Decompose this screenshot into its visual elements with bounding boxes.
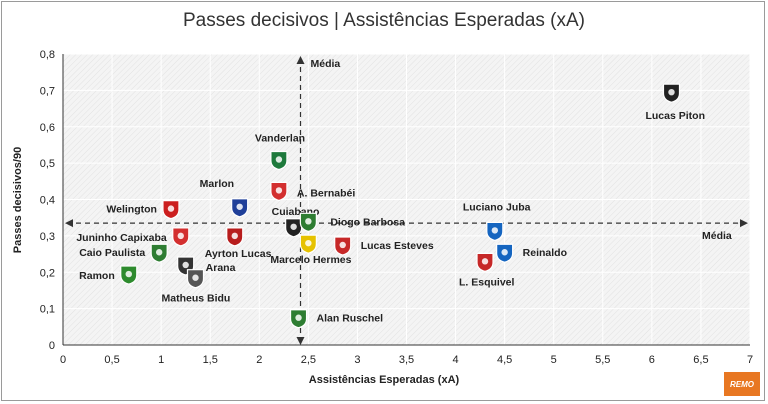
x-tick-label: 1 bbox=[158, 354, 164, 366]
data-point bbox=[491, 227, 499, 234]
x-tick-label: 5,5 bbox=[595, 354, 610, 366]
point-badge bbox=[172, 227, 190, 247]
x-tick-label: 6 bbox=[649, 354, 655, 366]
point-label: Lucas Esteves bbox=[361, 240, 434, 252]
data-point bbox=[167, 205, 175, 212]
point-label: Lucas Piton bbox=[645, 110, 705, 122]
point-label: Arana bbox=[206, 262, 236, 274]
point-badge bbox=[496, 243, 514, 263]
point-badge bbox=[289, 309, 308, 329]
y-tick-label: 0,4 bbox=[40, 195, 55, 207]
point-label: A. Bernabéi bbox=[297, 187, 355, 199]
brand-logo: REMO bbox=[724, 372, 760, 396]
y-tick-label: 0,7 bbox=[40, 85, 55, 97]
point-badge bbox=[334, 236, 352, 256]
data-point bbox=[231, 232, 238, 240]
point-label: Vanderlan bbox=[255, 132, 305, 144]
point-label: Reinaldo bbox=[523, 247, 567, 259]
data-point bbox=[182, 261, 189, 269]
point-badge bbox=[299, 212, 317, 232]
x-tick-label: 2 bbox=[256, 354, 262, 366]
point-badge bbox=[486, 221, 504, 242]
mean-arrow-up bbox=[296, 56, 305, 64]
data-point bbox=[275, 156, 283, 163]
point-label: Ayrton Lucas bbox=[205, 248, 272, 260]
point-label: Welington bbox=[106, 204, 157, 216]
mean-label-horizontal: Média bbox=[702, 230, 732, 242]
point-badge bbox=[270, 150, 288, 171]
x-tick-label: 1,5 bbox=[203, 354, 218, 366]
point-label: Juninho Capixaba bbox=[76, 232, 167, 244]
data-point bbox=[290, 223, 297, 230]
point-badge bbox=[662, 83, 681, 103]
x-tick-label: 4 bbox=[453, 354, 459, 366]
x-tick-label: 7 bbox=[747, 354, 753, 366]
point-badge bbox=[231, 198, 249, 218]
point-badge bbox=[120, 265, 138, 285]
data-point bbox=[192, 274, 199, 281]
x-tick-label: 3 bbox=[354, 354, 360, 366]
point-label: Alan Ruschel bbox=[317, 313, 384, 325]
data-point bbox=[668, 88, 675, 96]
x-tick-label: 6,5 bbox=[693, 354, 708, 366]
data-point bbox=[155, 249, 163, 256]
x-tick-label: 5 bbox=[551, 354, 557, 366]
point-badge bbox=[162, 199, 180, 220]
x-tick-label: 0,5 bbox=[104, 354, 119, 366]
point-badge bbox=[186, 269, 205, 289]
point-badge bbox=[476, 252, 494, 272]
chart-title: Passes decisivos | Assistências Esperada… bbox=[183, 10, 585, 31]
data-point bbox=[125, 270, 132, 278]
y-tick-label: 0,1 bbox=[40, 304, 55, 316]
y-tick-label: 0 bbox=[49, 340, 55, 352]
y-tick-label: 0,2 bbox=[40, 267, 55, 279]
y-tick-label: 0,3 bbox=[40, 231, 55, 243]
point-badge bbox=[299, 234, 317, 254]
data-point bbox=[481, 258, 489, 265]
data-point bbox=[501, 249, 508, 256]
x-axis-label: Assistências Esperadas (xA) bbox=[308, 374, 460, 386]
point-badge bbox=[270, 181, 288, 202]
y-tick-label: 0,8 bbox=[40, 49, 55, 61]
data-point bbox=[305, 239, 312, 247]
y-tick-label: 0,5 bbox=[40, 158, 55, 170]
x-tick-label: 4,5 bbox=[497, 354, 512, 366]
point-label: Marlon bbox=[200, 178, 234, 190]
x-tick-label: 2,5 bbox=[301, 354, 316, 366]
data-point bbox=[177, 232, 184, 240]
data-point bbox=[236, 203, 243, 210]
x-tick-label: 3,5 bbox=[399, 354, 414, 366]
point-label: Luciano Juba bbox=[463, 201, 531, 213]
point-label: Diogo Barbosa bbox=[330, 216, 405, 228]
data-point bbox=[275, 187, 283, 194]
point-badge bbox=[150, 243, 168, 263]
point-label: Ramon bbox=[79, 270, 115, 282]
mean-arrow-left bbox=[65, 219, 73, 228]
data-point bbox=[339, 241, 346, 249]
point-badge bbox=[226, 227, 244, 247]
point-label: Caio Paulista bbox=[79, 247, 145, 259]
mean-arrow-right bbox=[740, 219, 748, 228]
y-tick-label: 0,6 bbox=[40, 122, 55, 134]
point-label: L. Esquivel bbox=[459, 276, 515, 288]
x-tick-label: 0 bbox=[60, 354, 66, 366]
data-point bbox=[305, 218, 312, 225]
point-label: Matheus Bidu bbox=[161, 293, 230, 305]
point-badge bbox=[285, 218, 303, 238]
mean-arrow-down bbox=[296, 337, 305, 345]
point-label: Marcelo Hermes bbox=[270, 254, 351, 266]
mean-label-vertical: Média bbox=[311, 58, 341, 70]
data-point bbox=[295, 314, 302, 321]
